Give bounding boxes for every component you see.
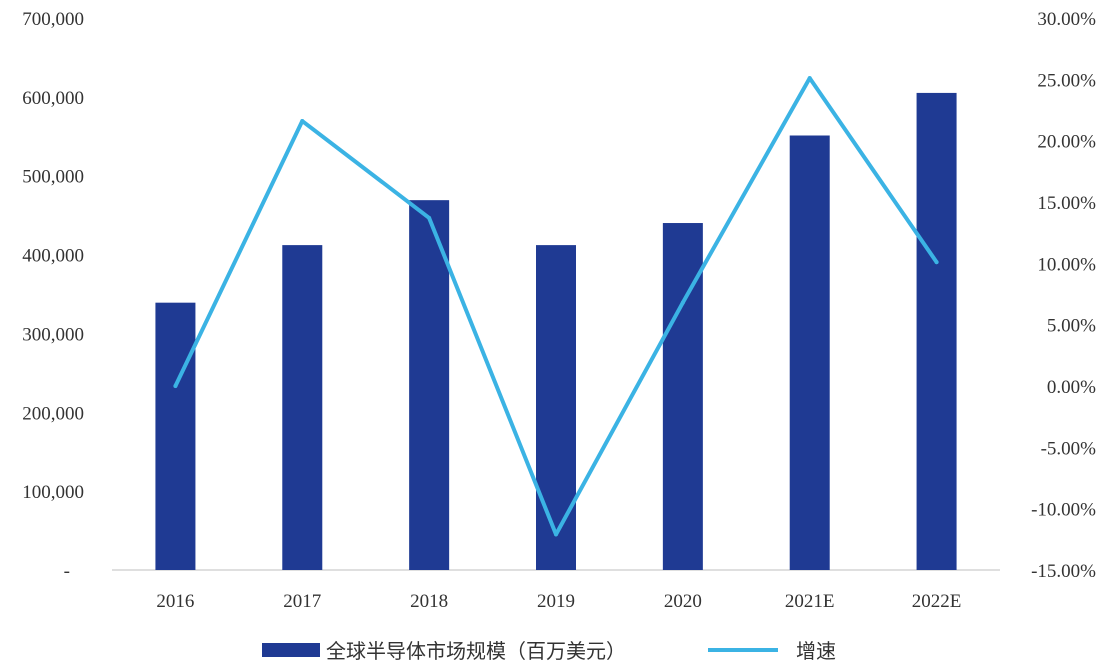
right-tick-label: -10.00% — [1031, 500, 1096, 521]
legend: 全球半导体市场规模（百万美元） 增速 — [262, 640, 836, 663]
left-tick-label: - — [64, 561, 70, 582]
x-tick-label: 2017 — [283, 591, 321, 612]
left-tick-label: 700,000 — [22, 9, 84, 30]
bar-2018 — [409, 200, 450, 570]
growth-point-2016 — [173, 384, 178, 388]
x-tick-label: 2019 — [537, 591, 575, 612]
growth-point-2022E — [934, 260, 939, 265]
left-tick-label: 300,000 — [22, 324, 84, 345]
right-tick-label: 15.00% — [1037, 193, 1096, 214]
right-tick-label: 0.00% — [1047, 377, 1096, 398]
x-tick-label: 2022E — [912, 591, 962, 612]
right-tick-label: 20.00% — [1037, 132, 1096, 153]
right-tick-label: -5.00% — [1041, 438, 1097, 459]
bar-2016 — [155, 302, 196, 570]
right-axis: -15.00% -10.00% -5.00% 0.00% 5.00% 10.00% 15.0… — [1031, 9, 1096, 582]
bar-2019 — [536, 245, 576, 570]
x-tick-label: 2016 — [156, 591, 194, 612]
x-axis: 2016 2017 2018 2019 2020 2021E 2022E — [156, 591, 961, 612]
growth-point-2017 — [300, 119, 305, 124]
x-tick-label: 2021E — [785, 591, 835, 612]
bar-2021E — [789, 135, 830, 571]
right-tick-label: -15.00% — [1031, 561, 1096, 582]
left-tick-label: 600,000 — [22, 88, 84, 109]
right-tick-label: 30.00% — [1037, 9, 1096, 30]
left-tick-label: 500,000 — [22, 167, 84, 188]
growth-point-2020 — [680, 300, 685, 305]
growth-point-2018 — [427, 215, 432, 220]
left-tick-label: 100,000 — [22, 482, 84, 503]
left-tick-label: 400,000 — [22, 246, 84, 267]
line-series — [173, 76, 939, 537]
left-tick-label: 200,000 — [22, 403, 84, 424]
right-tick-label: 5.00% — [1047, 316, 1096, 337]
x-tick-label: 2018 — [410, 591, 448, 612]
x-tick-label: 2020 — [664, 591, 702, 612]
bar-series — [155, 92, 957, 571]
right-tick-label: 25.00% — [1037, 70, 1096, 91]
growth-point-2019 — [554, 532, 558, 537]
legend-swatch-bar — [262, 643, 320, 657]
bar-2022E — [916, 92, 957, 571]
bar-2017 — [282, 245, 323, 570]
legend-label-line: 增速 — [796, 640, 836, 663]
growth-point-2021E — [807, 76, 812, 81]
left-axis: - 100,000 200,000 300,000 400,000 500,000 600,… — [22, 9, 84, 582]
right-tick-label: 10.00% — [1037, 254, 1096, 275]
legend-label-bar: 全球半导体市场规模（百万美元） — [326, 640, 626, 663]
